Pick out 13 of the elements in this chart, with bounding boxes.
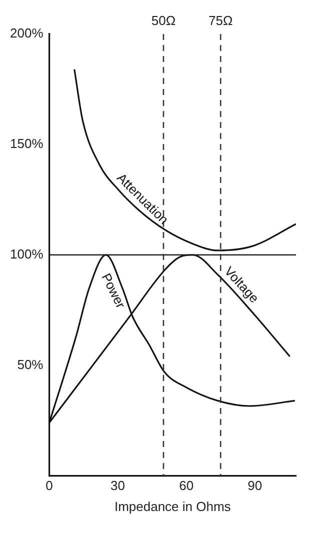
- line-series: [74, 68, 296, 252]
- y-tick-label: 100%: [10, 246, 44, 262]
- x-tick-label: 0: [46, 478, 53, 494]
- y-tick-label: 150%: [10, 136, 44, 152]
- x-tick-label: 90: [248, 478, 262, 494]
- x-axis-title: Impedance in Ohms: [114, 498, 232, 514]
- y-tick-label: 50%: [17, 356, 44, 372]
- x-tick-label: 30: [110, 478, 126, 494]
- x-tick-label: 60: [179, 478, 194, 494]
- ref-line-label: 50Ω: [151, 13, 176, 28]
- y-tick-label: 200%: [10, 26, 44, 41]
- ref-line-label: 75Ω: [208, 13, 233, 28]
- text: Power: [98, 270, 129, 312]
